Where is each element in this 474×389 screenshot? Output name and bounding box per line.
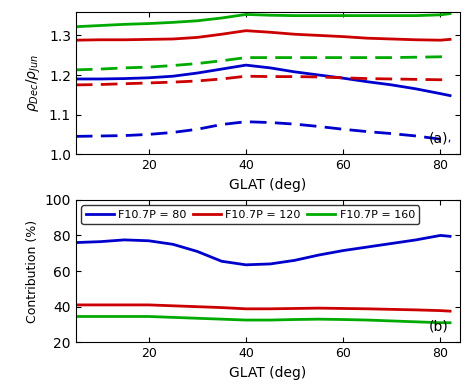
Text: (a): (a) bbox=[429, 132, 448, 146]
Y-axis label: Contribution (%): Contribution (%) bbox=[26, 219, 39, 322]
X-axis label: GLAT (deg): GLAT (deg) bbox=[229, 178, 306, 192]
Y-axis label: $\rho_{Dec}/\rho_{Jun}$: $\rho_{Dec}/\rho_{Jun}$ bbox=[25, 54, 43, 112]
X-axis label: GLAT (deg): GLAT (deg) bbox=[229, 366, 306, 380]
Legend: F10.7P = 80, F10.7P = 120, F10.7P = 160: F10.7P = 80, F10.7P = 120, F10.7P = 160 bbox=[82, 205, 419, 224]
Text: (b): (b) bbox=[429, 320, 449, 334]
